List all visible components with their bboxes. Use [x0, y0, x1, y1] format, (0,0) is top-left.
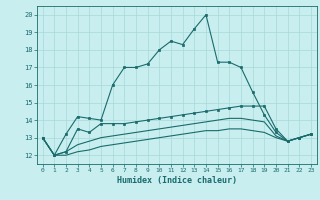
X-axis label: Humidex (Indice chaleur): Humidex (Indice chaleur) [117, 176, 237, 185]
